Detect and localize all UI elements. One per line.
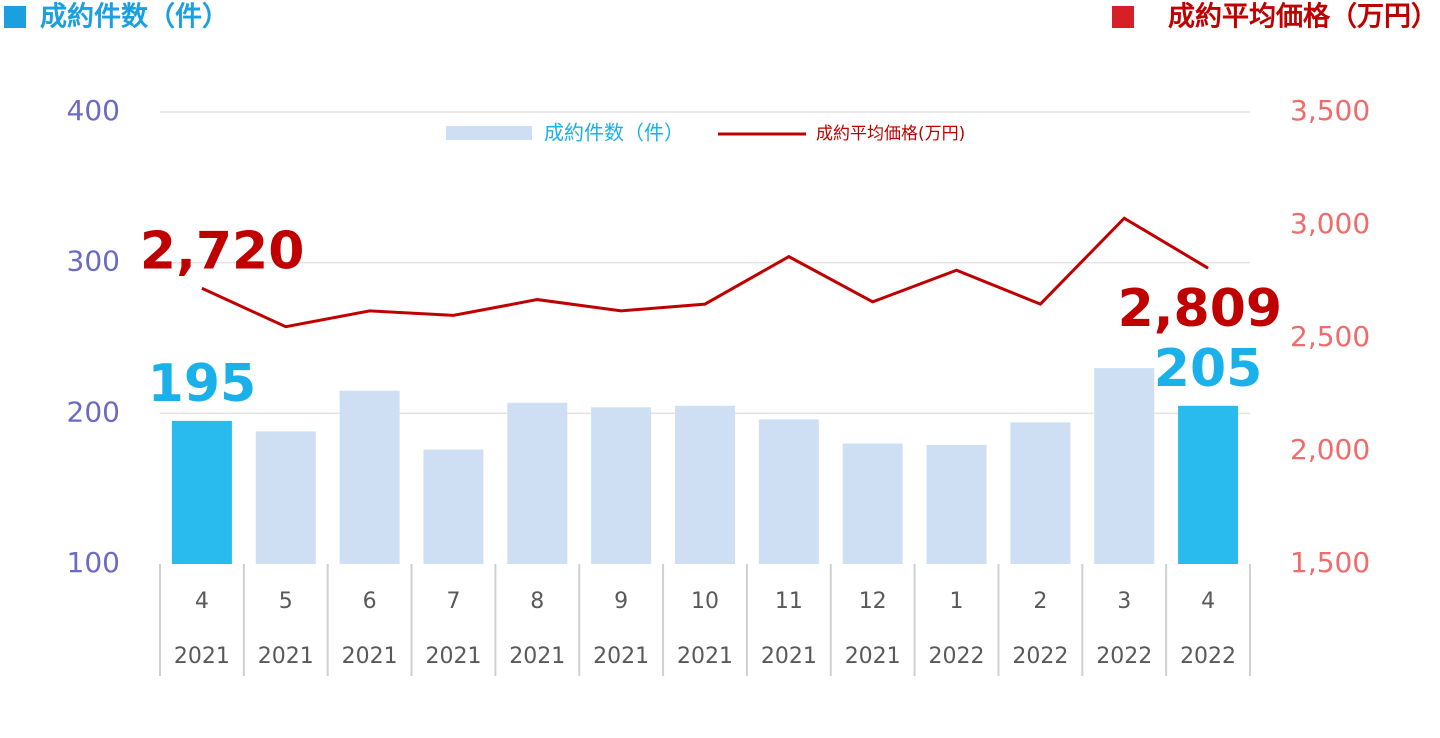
x-tick-label: 3 — [1117, 589, 1131, 614]
x-tick-label: 7 — [446, 589, 460, 614]
y2-tick-label: 3,000 — [1290, 207, 1370, 240]
x-tick-label: 1 — [950, 589, 964, 614]
y2-tick-label: 1,500 — [1290, 546, 1370, 579]
line-value-label: 2,720 — [140, 221, 304, 281]
x-tick-label: 6 — [363, 589, 377, 614]
bar — [1178, 405, 1239, 564]
legend-label: 成約平均価格(万円) — [816, 124, 965, 144]
legend-swatch — [446, 126, 532, 140]
x-tick-label: 9 — [614, 589, 628, 614]
x-year-label: 2021 — [342, 644, 398, 669]
bar — [842, 443, 903, 564]
y2-tick-label: 3,500 — [1290, 94, 1370, 127]
x-year-label: 2021 — [174, 644, 230, 669]
x-tick-label: 10 — [691, 589, 719, 614]
x-tick-label: 11 — [775, 589, 803, 614]
bar — [507, 402, 568, 564]
bar — [591, 407, 652, 564]
y-tick-label: 100 — [67, 546, 120, 579]
right-axis-title: 成約平均価格（万円） — [1168, 1, 1438, 33]
x-year-label: 2021 — [593, 644, 649, 669]
x-year-label: 2022 — [1012, 644, 1068, 669]
y2-tick-label: 2,500 — [1290, 320, 1370, 353]
bar — [675, 405, 735, 564]
bar — [926, 444, 987, 564]
x-tick-label: 5 — [279, 589, 293, 614]
y-tick-label: 300 — [67, 245, 120, 278]
left-axis-title: 成約件数（件） — [40, 1, 229, 33]
x-tick-label: 4 — [195, 589, 209, 614]
bar — [171, 420, 232, 564]
bar — [1010, 422, 1071, 564]
x-tick-label: 8 — [530, 589, 544, 614]
line-value-label: 2,809 — [1118, 279, 1282, 339]
y-tick-label: 400 — [67, 94, 120, 127]
bar-value-label: 205 — [1154, 339, 1263, 399]
y-tick-label: 200 — [67, 395, 120, 428]
bar — [758, 419, 819, 564]
x-year-label: 2022 — [1180, 644, 1236, 669]
x-year-label: 2021 — [509, 644, 565, 669]
x-year-label: 2021 — [677, 644, 733, 669]
x-tick-label: 12 — [859, 589, 887, 614]
legend-label: 成約件数（件） — [544, 121, 684, 145]
left-title-marker — [4, 6, 26, 28]
x-tick-label: 2 — [1033, 589, 1047, 614]
x-year-label: 2022 — [929, 644, 985, 669]
x-year-label: 2021 — [761, 644, 817, 669]
x-tick-label: 4 — [1201, 589, 1215, 614]
x-year-label: 2021 — [258, 644, 314, 669]
x-year-label: 2021 — [845, 644, 901, 669]
y2-tick-label: 2,000 — [1290, 433, 1370, 466]
right-title-marker — [1112, 6, 1134, 28]
bar — [255, 431, 316, 564]
x-year-label: 2022 — [1096, 644, 1152, 669]
x-year-label: 2021 — [425, 644, 481, 669]
line — [201, 216, 1209, 329]
bar-value-label: 195 — [148, 354, 257, 414]
bar — [339, 390, 400, 564]
bar — [1094, 368, 1155, 564]
bar — [423, 449, 484, 564]
